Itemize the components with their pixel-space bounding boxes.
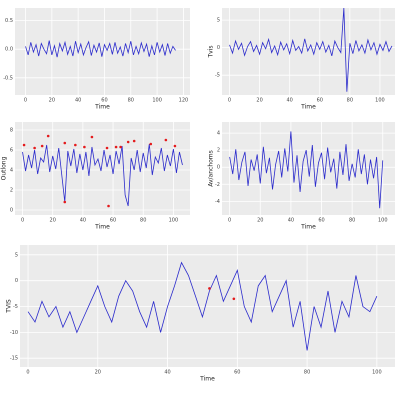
- marker: [126, 140, 130, 144]
- x-tick-label: 80: [140, 218, 146, 224]
- y-axis-label: Tvis: [208, 45, 215, 58]
- series-line: [25, 40, 176, 58]
- series-line: [229, 131, 384, 209]
- y-tick-label: -5: [215, 73, 220, 79]
- marker: [232, 297, 236, 301]
- y-tick-label: 0: [15, 278, 18, 284]
- y-axis-label: Outlong: [1, 156, 8, 180]
- y-axis-label: Av/anchoms: [208, 150, 215, 187]
- y-tick-label: 0.0: [5, 47, 13, 53]
- x-tick-label: 40: [164, 370, 170, 376]
- x-tick-label: 20: [256, 98, 262, 104]
- subplot: 0.5 0.0 -0.5 0 20 40 60 80 100 120 Time: [3, 8, 190, 111]
- x-axis-label: Time: [199, 376, 215, 383]
- marker: [114, 145, 118, 149]
- y-tick-label: 8: [10, 128, 13, 134]
- marker: [33, 146, 36, 150]
- x-axis-label: Time: [300, 104, 316, 111]
- x-tick-label: 100: [152, 98, 162, 104]
- x-tick-label: 60: [110, 218, 116, 224]
- x-tick-label: 100: [378, 218, 388, 224]
- y-tick-label: 0.5: [5, 18, 13, 24]
- x-tick-label: 20: [95, 370, 101, 376]
- y-tick-label: 2: [217, 148, 220, 154]
- x-tick-label: 40: [75, 98, 81, 104]
- y-tick-label: 4: [10, 168, 13, 174]
- x-axis-label: Time: [94, 224, 110, 231]
- plot-background: [15, 122, 190, 215]
- x-tick-label: 20: [257, 218, 263, 224]
- x-tick-label: 0: [228, 218, 231, 224]
- marker: [119, 145, 122, 149]
- x-axis-label: Time: [300, 224, 316, 231]
- series-line: [229, 7, 393, 92]
- x-tick-label: 40: [287, 98, 293, 104]
- y-tick-label: 0: [10, 208, 13, 214]
- x-tick-label: 20: [50, 218, 56, 224]
- marker: [132, 139, 136, 143]
- x-tick-label: 0: [24, 98, 27, 104]
- y-tick-label: -2: [215, 182, 220, 188]
- y-tick-label: 4: [217, 131, 220, 137]
- y-tick-label: 0: [217, 165, 220, 171]
- y-tick-label: -10: [10, 330, 18, 336]
- y-tick-label: 5: [15, 252, 18, 258]
- marker: [74, 143, 77, 147]
- x-tick-label: 100: [169, 218, 179, 224]
- x-tick-label: 40: [288, 218, 294, 224]
- x-axis-label: Time: [94, 104, 110, 111]
- plot-background: [222, 8, 395, 95]
- plot-background: [20, 245, 395, 367]
- x-tick-label: 0: [21, 218, 24, 224]
- x-tick-label: 120: [179, 98, 189, 104]
- x-tick-label: 60: [318, 218, 324, 224]
- x-tick-label: 60: [234, 370, 240, 376]
- y-axis-label: TVIS: [6, 299, 13, 314]
- y-tick-label: 5: [217, 18, 220, 24]
- marker: [83, 145, 86, 149]
- x-tick-label: 80: [347, 98, 353, 104]
- marker: [107, 204, 110, 208]
- series-line: [22, 143, 183, 207]
- plot-background: [15, 8, 190, 95]
- y-tick-label: -4: [215, 199, 220, 205]
- marker: [22, 143, 26, 147]
- y-tick-label: -0.5: [3, 75, 13, 81]
- series-line: [27, 261, 378, 351]
- x-tick-label: 100: [372, 370, 382, 376]
- marker: [40, 144, 44, 148]
- x-tick-label: 0: [228, 98, 231, 104]
- x-tick-label: 0: [26, 370, 29, 376]
- y-tick-label: 6: [10, 148, 13, 154]
- subplot: 5 0 -5 -10 -15 0 20 40 60 80 100 Time TVIS: [6, 245, 395, 383]
- x-tick-label: 80: [128, 98, 134, 104]
- y-tick-label: -15: [10, 356, 18, 362]
- x-tick-label: 60: [101, 98, 107, 104]
- marker: [63, 200, 67, 204]
- y-tick-label: 0: [217, 45, 220, 51]
- subplot: 5 0 -5 0 20 40 60 80 100 Time Tvis: [208, 7, 395, 111]
- x-tick-label: 100: [375, 98, 385, 104]
- marker: [208, 287, 211, 290]
- y-tick-label: 2: [10, 188, 13, 194]
- marker: [173, 144, 177, 148]
- marker: [105, 146, 109, 150]
- marker: [164, 138, 168, 142]
- x-tick-label: 80: [304, 370, 310, 376]
- x-tick-label: 20: [49, 98, 55, 104]
- marker: [46, 134, 50, 138]
- x-tick-label: 40: [80, 218, 86, 224]
- x-tick-label: 80: [349, 218, 355, 224]
- marker: [63, 141, 67, 145]
- x-tick-label: 60: [317, 98, 323, 104]
- marker: [90, 135, 94, 139]
- y-tick-label: -5: [13, 304, 18, 310]
- marker: [149, 142, 153, 146]
